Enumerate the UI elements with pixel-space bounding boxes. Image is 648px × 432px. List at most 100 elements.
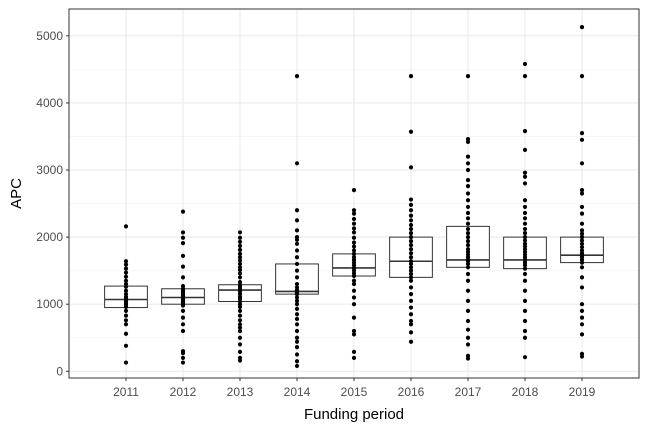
- data-point-2017: [465, 137, 471, 142]
- data-point-2017: [465, 271, 471, 277]
- data-point-2013: [237, 271, 243, 276]
- data-point-2013: [237, 349, 243, 354]
- data-point-2013: [237, 265, 243, 270]
- data-point-2014: [294, 339, 300, 344]
- data-point-2011: [123, 259, 129, 264]
- data-point-2012: [180, 308, 186, 314]
- data-point-2016: [408, 298, 414, 303]
- data-point-2012: [180, 275, 186, 280]
- data-point-2011: [123, 266, 129, 271]
- data-point-2011: [123, 318, 129, 323]
- data-point-2019: [579, 25, 585, 30]
- data-point-2015: [351, 208, 357, 213]
- data-point-2018: [522, 216, 528, 221]
- data-point-2015: [351, 248, 357, 253]
- data-point-2013: [237, 335, 243, 340]
- data-point-2015: [351, 230, 357, 235]
- data-point-2014: [294, 335, 300, 340]
- data-point-2012: [180, 328, 186, 334]
- data-point-2017: [465, 265, 471, 270]
- data-point-2013: [237, 230, 243, 235]
- data-point-2015: [351, 315, 357, 320]
- data-point-2014: [294, 285, 300, 290]
- data-point-2011: [123, 262, 129, 267]
- data-point-2012: [180, 360, 186, 365]
- data-point-2019: [579, 241, 585, 246]
- data-point-2019: [579, 308, 585, 314]
- data-point-2015: [351, 221, 357, 226]
- data-point-2018: [522, 170, 528, 175]
- x-tick-label: 2012: [170, 385, 197, 399]
- data-point-2017: [465, 210, 471, 216]
- data-point-2016: [408, 218, 414, 223]
- data-point-2018: [522, 61, 528, 67]
- data-point-2015: [351, 235, 357, 240]
- data-point-2011: [123, 343, 129, 348]
- data-point-2018: [522, 73, 528, 79]
- data-point-2016: [408, 318, 414, 324]
- data-point-2013: [237, 235, 243, 240]
- data-point-2019: [579, 275, 585, 280]
- x-tick-label: 2011: [113, 385, 139, 399]
- data-point-2018: [522, 266, 528, 271]
- data-point-2011: [123, 308, 129, 314]
- data-point-2012: [180, 253, 186, 258]
- data-point-2013: [237, 255, 243, 260]
- data-point-2014: [294, 161, 300, 166]
- data-point-2018: [522, 174, 528, 179]
- data-point-2016: [408, 230, 414, 236]
- y-tick-label: 5000: [36, 29, 63, 43]
- data-point-2012: [180, 235, 186, 240]
- data-point-2017: [465, 235, 471, 240]
- data-point-2018: [522, 226, 528, 232]
- data-point-2012: [180, 230, 186, 235]
- data-point-2016: [408, 292, 414, 297]
- data-point-2016: [408, 285, 414, 290]
- data-point-2018: [522, 147, 528, 152]
- data-point-2015: [351, 288, 357, 293]
- data-point-2018: [522, 288, 528, 293]
- data-point-2017: [465, 184, 471, 189]
- data-point-2014: [294, 345, 300, 350]
- data-point-2019: [579, 238, 585, 243]
- data-point-2013: [237, 279, 243, 285]
- data-point-2018: [522, 308, 528, 314]
- data-point-2017: [465, 247, 471, 252]
- data-point-2013: [237, 261, 243, 267]
- data-point-2014: [294, 322, 300, 327]
- y-tick-label: 0: [56, 364, 63, 378]
- data-point-2017: [465, 226, 471, 232]
- x-tick-label: 2019: [569, 385, 596, 399]
- data-point-2017: [465, 342, 471, 347]
- data-point-2014: [294, 218, 300, 223]
- data-point-2018: [522, 318, 528, 324]
- data-point-2016: [408, 222, 414, 228]
- x-tick-label: 2015: [341, 385, 368, 399]
- data-point-2016: [408, 243, 414, 248]
- data-point-2013: [237, 318, 243, 323]
- data-point-2011: [123, 322, 129, 327]
- data-point-2016: [408, 247, 414, 252]
- data-point-2019: [579, 235, 585, 240]
- data-point-2013: [237, 308, 243, 314]
- data-point-2016: [408, 255, 414, 260]
- data-point-2011: [123, 281, 129, 287]
- data-point-2013: [237, 243, 243, 248]
- y-axis-title: APC: [8, 178, 25, 209]
- data-point-2019: [579, 285, 585, 290]
- data-point-2016: [408, 73, 414, 79]
- data-point-2012: [180, 283, 186, 289]
- data-point-2011: [123, 270, 129, 275]
- data-point-2015: [351, 281, 357, 287]
- data-point-2019: [579, 351, 585, 356]
- data-point-2019: [579, 137, 585, 142]
- data-point-2018: [522, 241, 528, 246]
- data-point-2014: [294, 281, 300, 287]
- data-point-2016: [408, 268, 414, 273]
- data-point-2017: [465, 161, 471, 166]
- data-point-2012: [180, 349, 186, 354]
- data-point-2016: [408, 226, 414, 232]
- data-point-2017: [465, 335, 471, 340]
- data-point-2011: [123, 292, 129, 297]
